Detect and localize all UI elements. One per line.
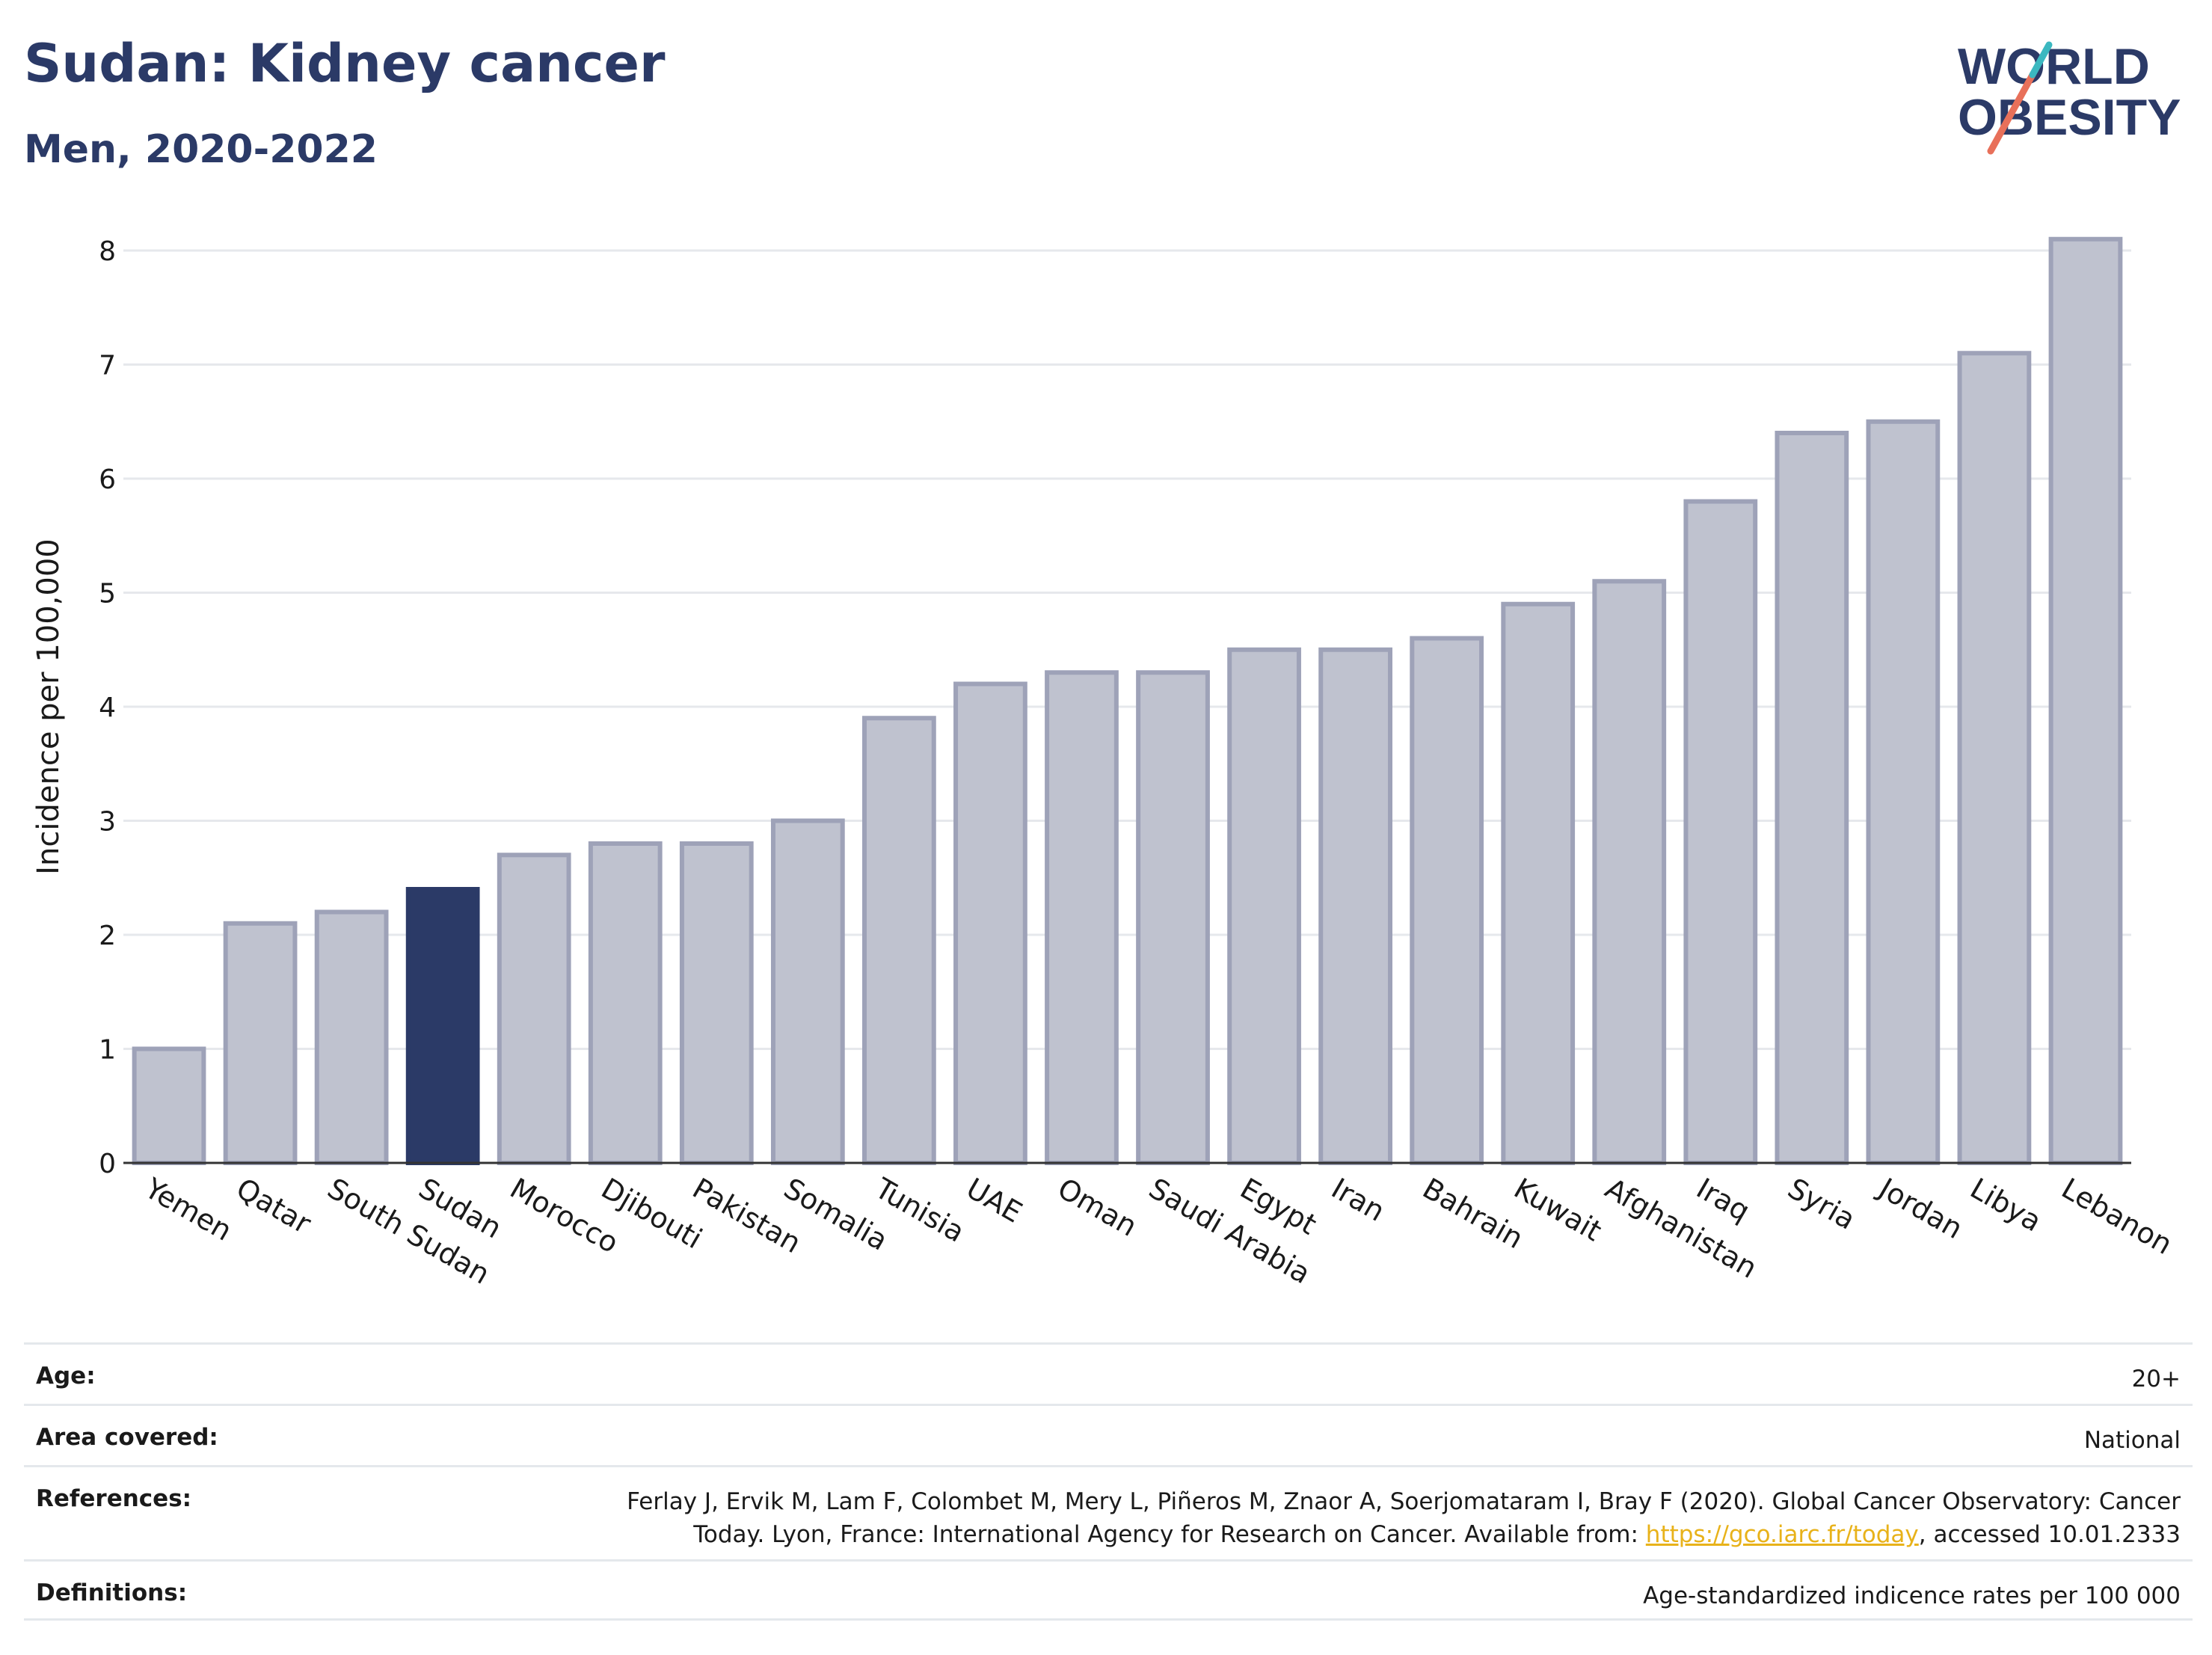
info-row-references: References: Ferlay J, Ervik M, Lam F, Co… xyxy=(24,1465,2193,1559)
y-tick-label: 6 xyxy=(99,464,116,495)
page-subtitle: Men, 2020-2022 xyxy=(24,127,378,172)
bar-egypt xyxy=(1227,647,1301,1165)
y-tick-label: 3 xyxy=(99,807,116,838)
x-tick-label: Bahrain xyxy=(1417,1172,1529,1256)
x-tick-label: Qatar xyxy=(231,1172,317,1241)
bar-tunisia xyxy=(862,716,936,1165)
info-row-area: Area covered: National xyxy=(24,1404,2193,1465)
definitions-label: Definitions: xyxy=(36,1579,188,1606)
x-tick-label: Iran xyxy=(1326,1172,1390,1228)
y-axis-ticks: 0 1 2 3 4 5 6 7 8 xyxy=(99,236,116,1179)
logo-line1: WORLD xyxy=(1958,38,2150,95)
bar-kuwait xyxy=(1501,601,1576,1165)
bar-south-sudan xyxy=(314,909,389,1165)
bar-morocco xyxy=(497,853,571,1165)
bar-libya xyxy=(1957,351,2032,1165)
y-tick-label: 2 xyxy=(99,921,116,951)
bar-uae xyxy=(953,681,1027,1165)
references-label: References: xyxy=(36,1485,192,1512)
info-row-age: Age: 20+ xyxy=(24,1342,2193,1404)
x-tick-label: Iraq xyxy=(1691,1172,1755,1228)
bars xyxy=(132,236,2123,1165)
info-row-definitions: Definitions: Age-standardized indicence … xyxy=(24,1559,2193,1621)
x-tick-label: Syria xyxy=(1782,1172,1861,1236)
bar-djibouti xyxy=(588,841,663,1165)
references-value: Ferlay J, Ervik M, Lam F, Colombet M, Me… xyxy=(627,1467,2181,1559)
y-tick-label: 8 xyxy=(99,236,116,267)
y-tick-label: 0 xyxy=(99,1149,116,1179)
bar-jordan xyxy=(1866,419,1941,1165)
bar-pakistan xyxy=(679,841,754,1165)
y-tick-label: 4 xyxy=(99,693,116,723)
references-link[interactable]: https://gco.iarc.fr/today xyxy=(1645,1521,1919,1548)
y-tick-label: 7 xyxy=(99,351,116,381)
info-table: Age: 20+ Area covered: National Referenc… xyxy=(24,1342,2193,1621)
bar-oman xyxy=(1045,670,1119,1165)
area-label: Area covered: xyxy=(36,1424,218,1451)
x-tick-label: Yemen xyxy=(139,1171,238,1247)
bar-syria xyxy=(1775,431,1849,1165)
x-tick-label: Lebanon xyxy=(2056,1172,2178,1261)
bar-iraq xyxy=(1683,499,1758,1165)
logo-line2: OBESITY xyxy=(1958,89,2181,146)
bar-saudi-arabia xyxy=(1136,670,1210,1165)
bar-sudan xyxy=(405,887,480,1165)
y-tick-label: 5 xyxy=(99,579,116,610)
bar-bahrain xyxy=(1410,636,1484,1165)
bar-somalia xyxy=(770,818,845,1165)
references-line2-pre: Today. Lyon, France: International Agenc… xyxy=(693,1521,1646,1548)
area-value: National xyxy=(2083,1427,2181,1454)
bar-yemen xyxy=(132,1046,206,1165)
x-tick-label: Libya xyxy=(1964,1172,2047,1238)
y-axis-label: Incidence per 100,000 xyxy=(31,538,66,875)
bar-lebanon xyxy=(2048,236,2123,1165)
page-title: Sudan: Kidney cancer xyxy=(24,33,666,94)
x-tick-label: UAE xyxy=(961,1172,1027,1229)
bar-qatar xyxy=(223,921,298,1165)
references-line1: Ferlay J, Ervik M, Lam F, Colombet M, Me… xyxy=(627,1488,2181,1515)
references-line2-post: , accessed 10.01.2333 xyxy=(1918,1521,2181,1548)
bar-afghanistan xyxy=(1592,579,1667,1165)
age-value: 20+ xyxy=(2131,1366,2181,1393)
x-tick-label: Jordan xyxy=(1872,1171,1968,1246)
bar-iran xyxy=(1318,647,1392,1165)
world-obesity-logo: WORLD OBESITY xyxy=(1958,38,2181,155)
definitions-value: Age-standardized indicence rates per 100… xyxy=(1643,1582,2181,1609)
age-label: Age: xyxy=(36,1363,96,1390)
y-tick-label: 1 xyxy=(99,1035,116,1066)
x-tick-label: Oman xyxy=(1052,1172,1143,1243)
